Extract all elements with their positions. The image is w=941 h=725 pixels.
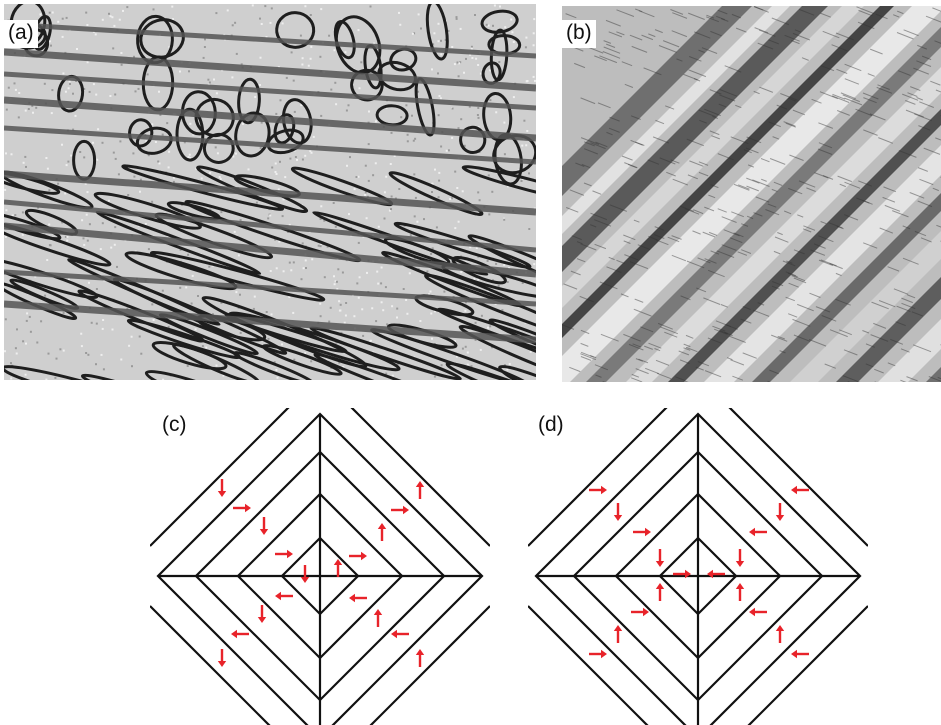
schematic-d-arrow	[614, 503, 622, 521]
schematic-c-arrow	[374, 609, 382, 627]
schematic-c-arrow	[334, 559, 342, 577]
schematic-d-arrow	[656, 583, 664, 601]
schematic-c-arrow	[275, 592, 293, 600]
schematic-c-arrow	[231, 630, 249, 638]
schematic-d-lines	[528, 408, 868, 725]
schematic-d-outer-nw	[528, 408, 668, 546]
schematic-d-arrow	[633, 528, 651, 536]
schematic-c-arrow	[233, 504, 251, 512]
schematic-d-arrow	[791, 486, 809, 494]
schematic-d-outer-ne	[728, 408, 868, 546]
schematic-d-arrow	[776, 503, 784, 521]
schematic-c-arrow	[301, 565, 309, 583]
schematic-c-lines	[150, 408, 490, 725]
schematic-d-arrow	[589, 486, 607, 494]
micrograph-b-image	[562, 6, 941, 382]
schematic-c-diagram	[150, 408, 490, 725]
schematic-c-outer-ne	[350, 408, 490, 546]
schematic-c-arrow	[218, 479, 226, 497]
panel-label-b: (b)	[562, 20, 596, 48]
schematic-c-arrow	[391, 630, 409, 638]
schematic-c-arrow	[218, 649, 226, 667]
schematic-c-outer-nw	[150, 408, 290, 546]
schematic-d-arrow	[656, 549, 664, 567]
schematic-d-arrow	[791, 650, 809, 658]
schematic-d-outer-se	[728, 606, 868, 725]
schematic-c-arrow	[378, 523, 386, 541]
schematic-d-arrow	[736, 549, 744, 567]
schematic-c-arrow	[416, 649, 424, 667]
schematic-d-arrow	[749, 608, 767, 616]
schematic-c-arrow	[349, 594, 367, 602]
schematic-d-arrow	[736, 583, 744, 601]
schematic-c-arrow	[260, 517, 268, 535]
schematic-d-arrow	[631, 608, 649, 616]
schematic-d-arrow	[589, 650, 607, 658]
micrograph-a-image	[4, 4, 536, 380]
schematic-d	[528, 408, 868, 725]
schematic-c	[150, 408, 490, 725]
schematic-d-arrow	[776, 625, 784, 643]
schematic-c-outer-sw	[150, 606, 290, 725]
panel-label-a: (a)	[4, 20, 38, 48]
schematic-c-arrow	[391, 506, 409, 514]
schematic-c-arrow	[275, 550, 293, 558]
schematic-d-diagram	[528, 408, 868, 725]
schematic-d-arrow	[749, 528, 767, 536]
micrograph-b: (b)	[562, 6, 941, 382]
schematic-d-arrow	[614, 625, 622, 643]
schematic-c-arrow	[416, 481, 424, 499]
schematic-d-outer-sw	[528, 606, 668, 725]
micrograph-a: (a)	[4, 4, 536, 380]
schematic-c-arrow	[258, 605, 266, 623]
schematic-c-arrow	[349, 552, 367, 560]
